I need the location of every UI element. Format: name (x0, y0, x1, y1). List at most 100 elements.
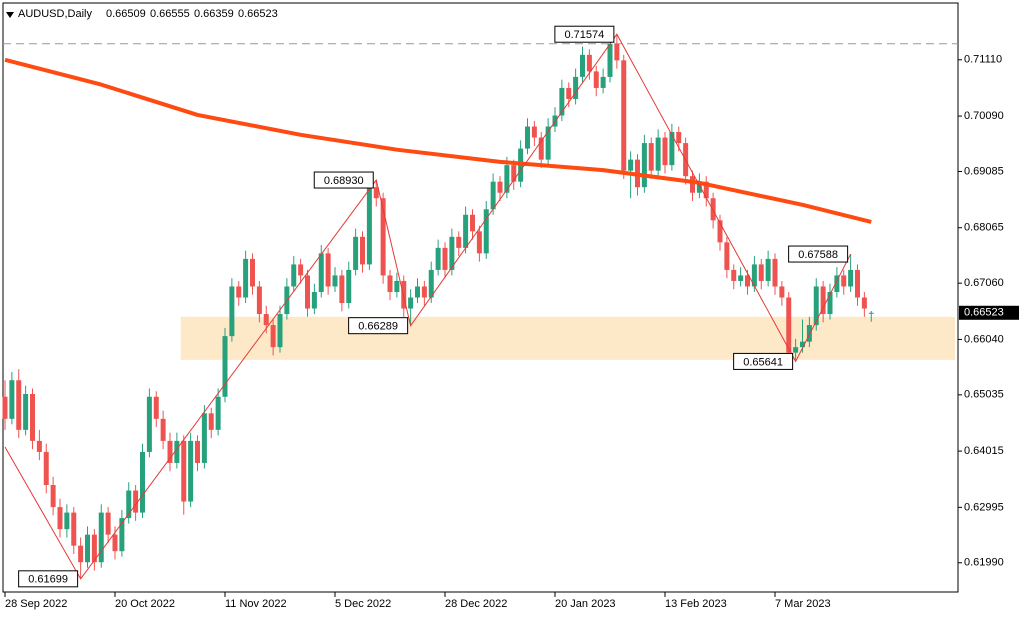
zigzag-label: 0.68930 (324, 175, 364, 187)
candle-body (353, 236, 359, 270)
support-zone (180, 316, 955, 360)
y-tick-label: 0.61990 (964, 557, 1004, 569)
candle-body (394, 280, 400, 292)
candle-body (566, 87, 572, 99)
candle-body (497, 181, 503, 193)
candle-body (160, 418, 166, 441)
candle-body (71, 512, 77, 546)
candle-body (648, 143, 654, 171)
candle-body (655, 137, 661, 171)
candle-body (256, 286, 262, 315)
candle-body (153, 396, 159, 419)
candle-body (332, 275, 338, 287)
candle-body (855, 269, 860, 298)
candle-body (428, 269, 434, 298)
candle-body (408, 297, 414, 309)
zigzag-label: 0.66289 (358, 321, 398, 333)
candle-body (786, 297, 792, 353)
candle-body (463, 214, 469, 248)
zigzag-label: 0.61699 (28, 574, 68, 586)
candle-body (222, 336, 228, 397)
candle-body (277, 314, 283, 348)
zigzag-label-box (554, 25, 615, 43)
candle-body (710, 198, 716, 221)
candle-body (243, 258, 249, 298)
candle-body (415, 286, 420, 298)
candle-body (236, 286, 242, 298)
candle-body (85, 534, 90, 563)
candle-body (751, 264, 757, 287)
header-low: 0.66359 (194, 8, 234, 20)
candle-body (724, 242, 730, 270)
candle-body (250, 258, 255, 287)
candle-body (476, 231, 482, 254)
candle-body (16, 380, 22, 430)
menu-arrow[interactable] (6, 12, 14, 18)
candle-body (717, 220, 723, 243)
candle-body (696, 181, 702, 193)
candle-body (91, 534, 97, 563)
candle-body (669, 132, 675, 166)
candle-body (800, 341, 805, 348)
candle-body (483, 209, 489, 254)
candle-body (703, 181, 709, 199)
candle-body (380, 198, 386, 276)
candle-body (621, 60, 627, 171)
candle-body (140, 451, 145, 513)
zigzag-label: 0.71574 (564, 29, 604, 41)
candle-body (215, 396, 221, 430)
candle-body (813, 286, 819, 326)
candle-body (23, 394, 29, 430)
x-tick-label: 13 Feb 2023 (665, 598, 727, 610)
candle-body (806, 325, 812, 342)
candle-body (442, 247, 448, 270)
y-tick-label: 0.71110 (964, 54, 1002, 66)
candle-body (628, 159, 634, 171)
candle-body (593, 71, 599, 88)
candle-body (373, 187, 379, 199)
candle-body (827, 291, 833, 315)
y-tick-label: 0.69085 (964, 165, 1004, 177)
y-tick-label: 0.62995 (964, 501, 1004, 513)
candle-body (779, 286, 785, 298)
zigzag (4, 33, 852, 580)
candle-body (298, 264, 304, 276)
candle-body (662, 137, 668, 166)
x-tick-label: 28 Sep 2022 (5, 598, 67, 610)
candle-body (848, 269, 854, 287)
candle-body (9, 380, 15, 419)
candle-body (614, 43, 620, 61)
candle-body (270, 325, 276, 348)
candle-body (690, 176, 695, 193)
x-tick-label: 20 Jan 2023 (555, 598, 616, 610)
candle-body (188, 440, 194, 502)
candle-body (387, 275, 393, 292)
candle-body (305, 275, 310, 309)
symbol: AUDUSD,Daily (18, 8, 92, 20)
candle-body (490, 181, 496, 210)
candle-body (772, 258, 778, 287)
plot-frame (2, 2, 959, 593)
candle-body (291, 264, 297, 287)
candle-body (607, 43, 613, 77)
header-open: 0.66509 (106, 8, 146, 20)
candle-body (30, 394, 35, 441)
candle-body (50, 485, 56, 508)
candle-body (676, 132, 682, 144)
candle-body (511, 165, 517, 182)
candle-body (43, 451, 49, 486)
candle-body (146, 396, 152, 452)
candle-body (181, 440, 187, 502)
candle-body (861, 297, 867, 309)
candle-body (435, 247, 441, 270)
y-tick-label: 0.64015 (964, 445, 1004, 457)
candle-body (421, 286, 427, 298)
y-tick-label: 0.70090 (964, 110, 1004, 122)
candle-body (36, 440, 42, 452)
candle-body (765, 258, 771, 281)
zigzag-label-box (348, 317, 409, 335)
candle-body (600, 76, 606, 88)
price-tag-label: 0.66523 (964, 307, 1004, 319)
